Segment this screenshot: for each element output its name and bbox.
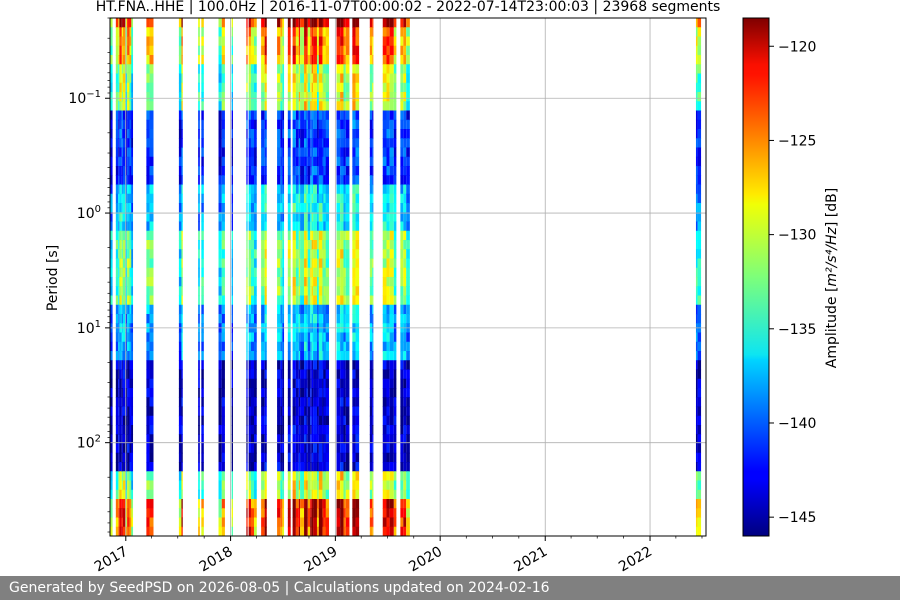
- colorbar-tick-label: −120: [778, 39, 816, 55]
- colorbar-tick-label: −140: [778, 416, 816, 432]
- x-tick-label: 2022: [616, 544, 655, 576]
- x-tick-label: 2020: [406, 544, 445, 576]
- colorbar-label: Amplitude [m²/s⁴/Hz] [dB]: [824, 188, 840, 368]
- colorbar: [742, 17, 770, 537]
- x-tick-label: 2018: [197, 544, 236, 576]
- y-axis-label: Period [s]: [45, 245, 61, 311]
- colorbar-label-math: m²/s⁴/Hz: [824, 226, 840, 286]
- y-tick-label: 10−1: [68, 89, 101, 107]
- footer-bar: Generated by SeedPSD on 2026-08-05 | Cal…: [0, 576, 900, 600]
- colorbar-ticks: −120 −125 −130 −135 −140 −145: [769, 39, 816, 526]
- y-tick-label: 100: [77, 204, 101, 222]
- grid-lines: [110, 18, 706, 536]
- colorbar-tick-label: −135: [778, 322, 816, 338]
- y-tick-label: 102: [77, 434, 101, 452]
- plot-frame: [109, 17, 707, 537]
- y-axis-ticks: 10−1 100 101 102: [68, 17, 110, 533]
- x-tick-label: 2021: [511, 544, 550, 576]
- heatmap-area: [110, 18, 702, 536]
- y-tick-label: 101: [77, 319, 101, 337]
- colorbar-label-prefix: Amplitude [: [824, 287, 840, 369]
- x-tick-label: 2019: [302, 544, 341, 576]
- x-tick-label: 2017: [92, 544, 131, 576]
- colorbar-tick-label: −125: [778, 133, 816, 149]
- chart-title: HT.FNA..HHE | 100.0Hz | 2016-11-07T00:00…: [96, 0, 721, 15]
- colorbar-tick-label: −145: [778, 510, 816, 526]
- colorbar-tick-label: −130: [778, 228, 816, 244]
- colorbar-label-suffix: ] [dB]: [824, 188, 840, 227]
- footer-text: Generated by SeedPSD on 2026-08-05 | Cal…: [9, 580, 550, 596]
- x-axis-ticks: 2017 2018 2019 2020 2021 2022: [92, 536, 703, 576]
